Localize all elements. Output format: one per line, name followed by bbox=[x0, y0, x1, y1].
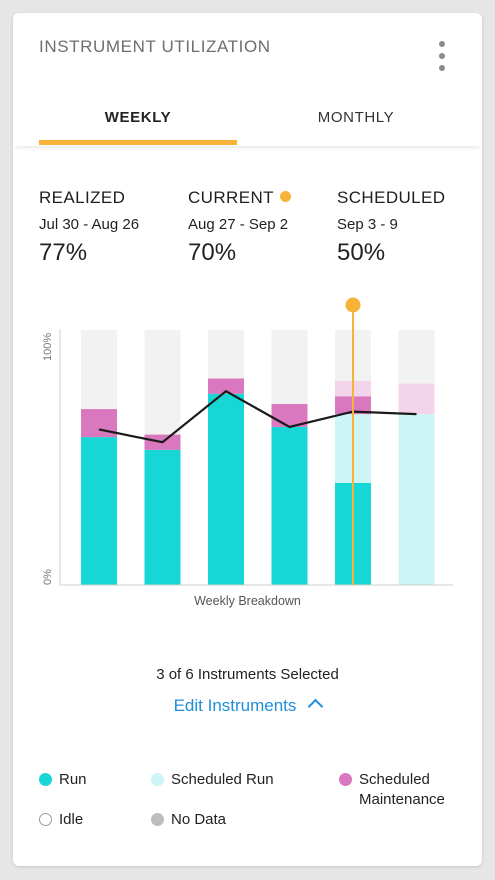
stat-value: 70% bbox=[188, 239, 237, 266]
stat-scheduled: SCHEDULED Sep 3 - 9 50% bbox=[337, 188, 445, 267]
bar-1-segment-0 bbox=[81, 437, 117, 585]
active-tab-indicator bbox=[39, 140, 237, 145]
current-indicator-icon bbox=[279, 191, 291, 202]
legend-label: Scheduled Maintenance bbox=[359, 771, 445, 808]
bar-3-segment-4 bbox=[208, 330, 244, 379]
stat-realized: REALIZED Jul 30 - Aug 26 77% bbox=[39, 188, 139, 267]
chevron-up-icon bbox=[308, 698, 324, 715]
card-header: INSTRUMENT UTILIZATION WEEKLY MONTHLY bbox=[13, 13, 482, 146]
selection-status: 3 of 6 Instruments Selected bbox=[156, 666, 339, 683]
legend-label: Run bbox=[59, 771, 87, 788]
stat-value: 77% bbox=[39, 239, 88, 266]
bar-4-segment-4 bbox=[271, 330, 308, 404]
legend-label: Idle bbox=[59, 811, 84, 828]
legend-swatch bbox=[39, 813, 52, 826]
stat-value: 50% bbox=[337, 239, 386, 266]
bar-3-segment-2 bbox=[208, 378, 244, 394]
bar-4-segment-0 bbox=[271, 426, 308, 585]
bar-1-segment-4 bbox=[81, 330, 117, 410]
bar-2-segment-0 bbox=[144, 449, 181, 585]
edit-instruments-label: Edit Instruments bbox=[173, 696, 297, 715]
stat-range: Sep 3 - 9 bbox=[337, 216, 398, 233]
y-tick-label-100: 100% bbox=[42, 333, 54, 361]
legend-swatch bbox=[339, 773, 352, 786]
stat-label-text: CURRENT bbox=[188, 188, 274, 207]
bar-6-segment-3 bbox=[398, 383, 435, 415]
bar-2-segment-4 bbox=[144, 330, 181, 435]
legend-label: Scheduled Run bbox=[171, 771, 274, 788]
current-week-marker-handle[interactable] bbox=[345, 297, 361, 313]
legend-swatch bbox=[39, 773, 52, 786]
utilization-card: INSTRUMENT UTILIZATION WEEKLY MONTHLY RE… bbox=[13, 13, 482, 866]
bar-6-segment-1 bbox=[398, 414, 435, 585]
edit-instruments-button[interactable]: Edit Instruments bbox=[13, 696, 482, 716]
bar-6-segment-4 bbox=[398, 330, 435, 384]
stat-range: Aug 27 - Sep 2 bbox=[188, 216, 289, 233]
utilization-line bbox=[98, 389, 417, 444]
card-title: INSTRUMENT UTILIZATION bbox=[39, 37, 271, 56]
stat-label: REALIZED bbox=[39, 188, 126, 207]
stat-label: CURRENT bbox=[188, 188, 291, 208]
legend-swatch bbox=[151, 813, 164, 826]
more-vertical-icon[interactable] bbox=[431, 39, 451, 73]
weekly-utilization-chart: 0% 100% bbox=[42, 297, 453, 586]
stat-current: CURRENT Aug 27 - Sep 2 70% bbox=[188, 188, 291, 267]
tab-weekly[interactable]: WEEKLY bbox=[104, 109, 172, 126]
bar-3-segment-0 bbox=[208, 393, 244, 585]
chart-x-label: Weekly Breakdown bbox=[194, 594, 301, 608]
legend-swatch bbox=[151, 773, 164, 786]
y-tick-label-0: 0% bbox=[42, 569, 54, 585]
tab-monthly[interactable]: MONTHLY bbox=[317, 109, 395, 126]
stat-range: Jul 30 - Aug 26 bbox=[39, 216, 140, 233]
legend-label: No Data bbox=[171, 811, 227, 828]
stat-label: SCHEDULED bbox=[337, 188, 446, 207]
